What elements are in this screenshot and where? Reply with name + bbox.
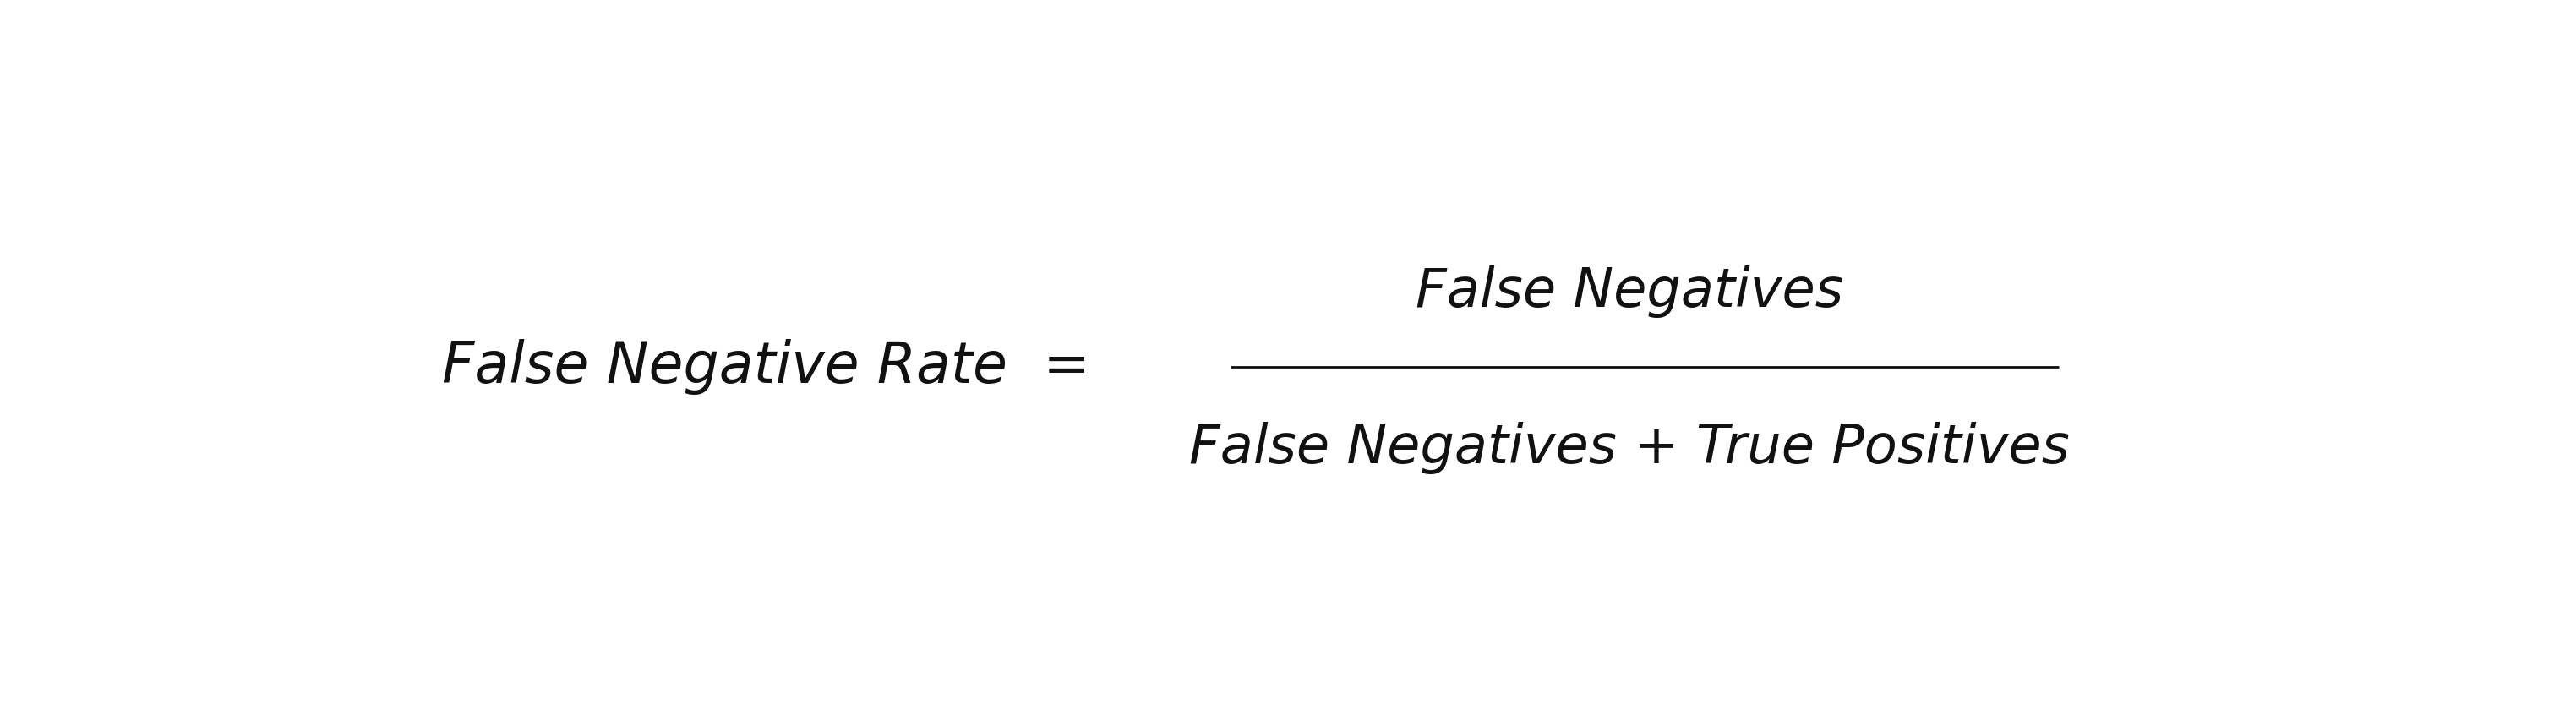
Text: False Negatives: False Negatives	[1417, 265, 1844, 318]
Text: False Negatives + True Positives: False Negatives + True Positives	[1190, 422, 2071, 475]
Text: False Negative Rate  =: False Negative Rate =	[443, 340, 1090, 395]
